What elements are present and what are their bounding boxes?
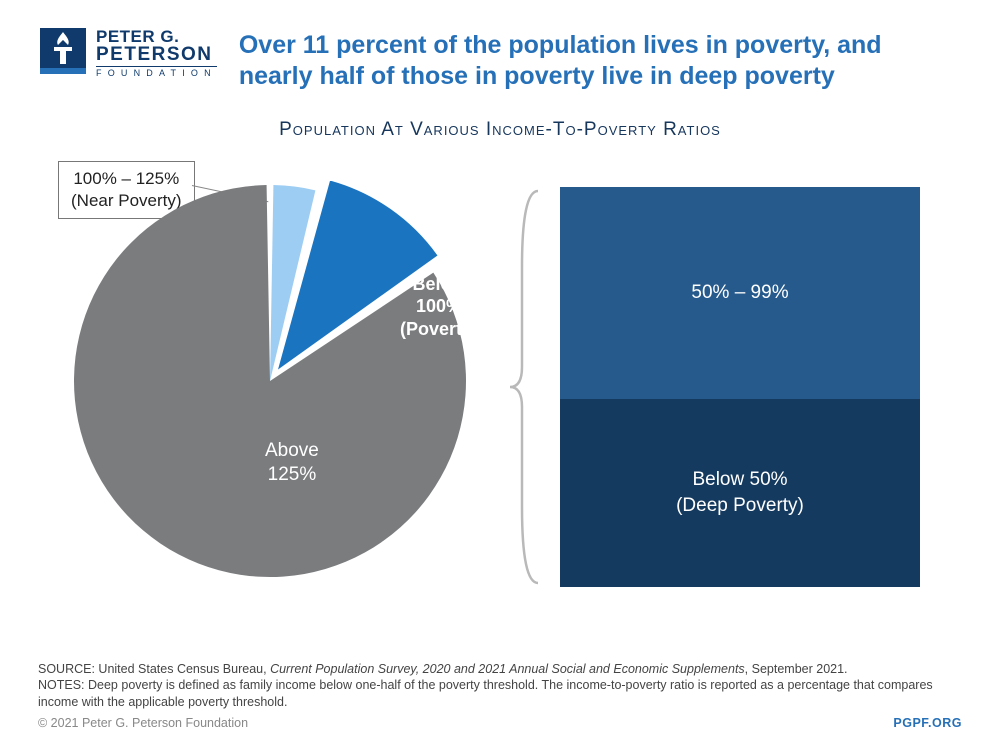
footer: SOURCE: United States Census Bureau, Cur… — [38, 661, 962, 733]
copyright: © 2021 Peter G. Peterson Foundation — [38, 715, 248, 732]
logo-line1: PETER G. — [96, 28, 217, 45]
source-line: SOURCE: United States Census Bureau, Cur… — [38, 661, 962, 678]
chart-area: 100% – 125%(Near Poverty) Below100%(Pove… — [0, 151, 1000, 631]
notes-line: NOTES: Deep poverty is defined as family… — [38, 677, 962, 711]
bar-segment-mid: 50% – 99% — [560, 187, 920, 399]
logo-text: PETER G. PETERSON FOUNDATION — [96, 28, 217, 78]
chart-subtitle: Population At Various Income-To-Poverty … — [0, 119, 1000, 141]
headline: Over 11 percent of the population lives … — [239, 28, 960, 93]
poverty-breakdown-bar: 50% – 99%Below 50%(Deep Poverty) — [560, 187, 920, 587]
source-italic: Current Population Survey, 2020 and 2021… — [270, 662, 745, 676]
header: PETER G. PETERSON FOUNDATION Over 11 per… — [0, 0, 1000, 93]
brace-icon — [506, 187, 546, 587]
logo: PETER G. PETERSON FOUNDATION — [40, 28, 217, 78]
logo-line3: FOUNDATION — [96, 66, 217, 78]
pie-label-above: Above125% — [265, 439, 319, 488]
bar-segment-deep: Below 50%(Deep Poverty) — [560, 399, 920, 587]
source-suffix: , September 2021. — [745, 662, 848, 676]
torch-icon — [40, 28, 86, 74]
pie-chart: Below100%(Poverty) Above125% — [70, 181, 470, 581]
site-url: PGPF.ORG — [893, 715, 962, 732]
pie-label-poverty: Below100%(Poverty) — [400, 273, 478, 341]
logo-line2: PETERSON — [96, 45, 217, 64]
source-prefix: SOURCE: United States Census Bureau, — [38, 662, 270, 676]
